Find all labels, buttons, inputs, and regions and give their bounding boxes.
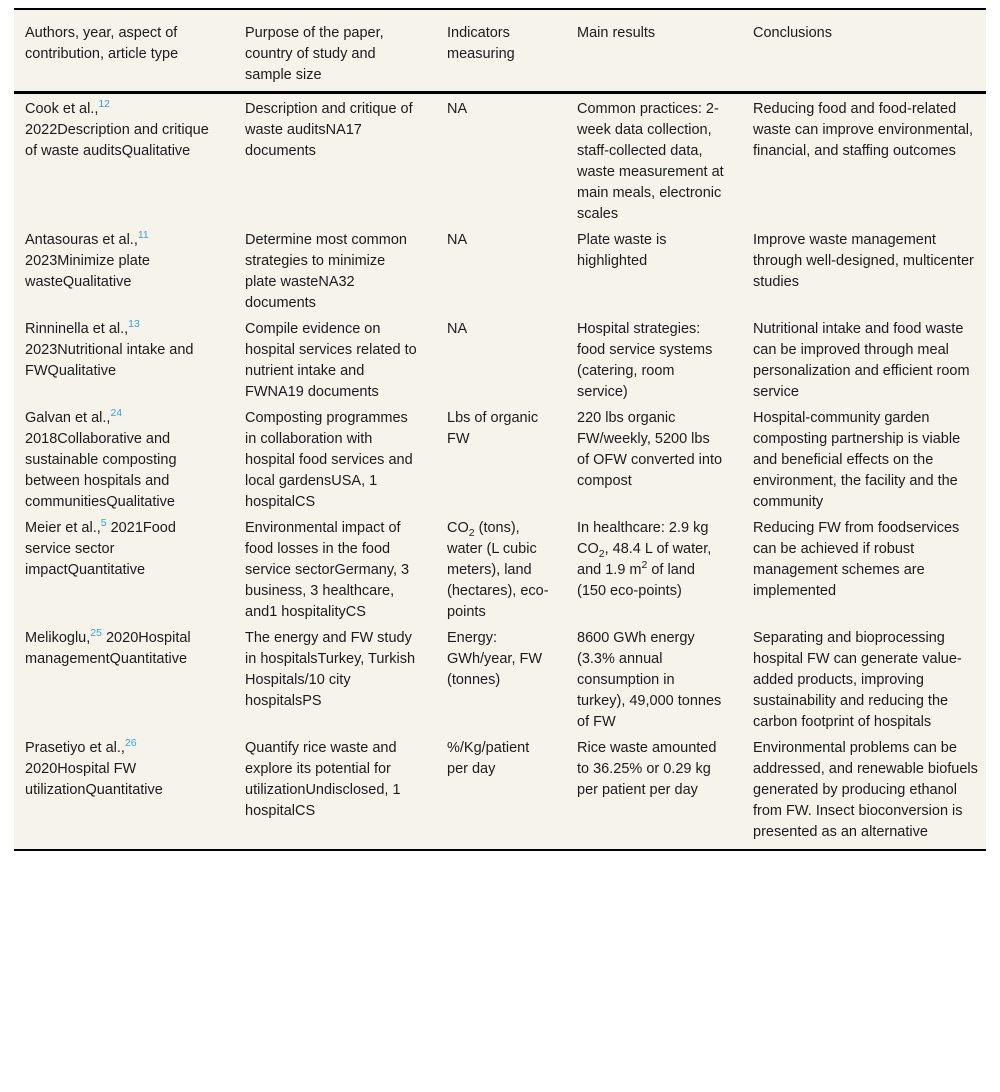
cell-authors: Rinninella et al.,13 2023Nutritional int…	[25, 318, 194, 379]
cell-authors: Antasouras et al.,11 2023Minimize plate …	[25, 229, 150, 290]
cell-purpose: Composting programmes in collaboration w…	[245, 410, 413, 510]
cell-purpose: Description and critique of waste audits…	[245, 101, 413, 159]
cell-conclusions: Nutritional intake and food waste can be…	[753, 321, 970, 400]
column-header-conclusions: Conclusions	[753, 10, 986, 94]
paper-page: Authors, year, aspect of contribution, a…	[14, 8, 986, 851]
reference-link[interactable]: 26	[124, 737, 137, 750]
cell-indicators: NA	[447, 232, 468, 248]
cell-authors: Cook et al.,12 2022Description and criti…	[25, 98, 209, 159]
superscript-text: 2	[641, 559, 648, 572]
table-row: Meier et al.,5 2021Food service sector i…	[14, 516, 986, 626]
cell-authors: Prasetiyo et al.,26 2020Hospital FW util…	[25, 737, 163, 798]
reference-link[interactable]: 24	[110, 407, 123, 420]
cell-conclusions: Environmental problems can be addressed,…	[753, 740, 978, 840]
cell-main-results: 8600 GWh energy (3.3% annual consumption…	[577, 630, 722, 730]
column-header-authors: Authors, year, aspect of contribution, a…	[14, 10, 245, 94]
table-row: Rinninella et al.,13 2023Nutritional int…	[14, 317, 986, 406]
column-header-indicators: Indicators measuring	[447, 10, 577, 94]
table-row: Antasouras et al.,11 2023Minimize plate …	[14, 228, 986, 317]
cell-conclusions: Reducing FW from foodservices can be ach…	[753, 520, 960, 599]
cell-purpose: Compile evidence on hospital services re…	[245, 321, 417, 400]
cell-indicators: NA	[447, 101, 468, 117]
cell-authors: Melikoglu,25 2020Hospital managementQuan…	[25, 627, 191, 667]
cell-indicators: NA	[447, 321, 468, 337]
cell-purpose: Environmental impact of food losses in t…	[245, 520, 410, 620]
cell-purpose: The energy and FW study in hospitalsTurk…	[245, 630, 416, 709]
cell-main-results: Common practices: 2-week data collection…	[577, 101, 724, 222]
cell-authors: Galvan et al.,24 2018Collaborative and s…	[25, 407, 177, 510]
table-row: Prasetiyo et al.,26 2020Hospital FW util…	[14, 736, 986, 849]
cell-conclusions: Hospital-community garden composting par…	[753, 410, 961, 510]
literature-review-table: Authors, year, aspect of contribution, a…	[14, 8, 986, 851]
cell-indicators: Energy: GWh/year, FW (tonnes)	[447, 630, 543, 688]
header-row: Authors, year, aspect of contribution, a…	[14, 10, 986, 94]
cell-authors: Meier et al.,5 2021Food service sector i…	[25, 517, 176, 578]
cell-purpose: Quantify rice waste and explore its pote…	[245, 740, 401, 819]
cell-conclusions: Reducing food and food-related waste can…	[753, 101, 974, 159]
table-row: Melikoglu,25 2020Hospital managementQuan…	[14, 626, 986, 736]
cell-main-results: In healthcare: 2.9 kg CO2, 48.4 L of wat…	[577, 520, 712, 599]
cell-main-results: 220 lbs organic FW/weekly, 5200 lbs of O…	[577, 410, 723, 489]
subscript-text: 2	[598, 547, 605, 560]
cell-conclusions: Improve waste management through well-de…	[753, 232, 974, 290]
cell-indicators: %/Kg/patient per day	[447, 740, 530, 777]
table-body: Cook et al.,12 2022Description and criti…	[14, 94, 986, 849]
subscript-text: 2	[468, 526, 475, 539]
reference-link[interactable]: 25	[90, 627, 102, 640]
reference-link[interactable]: 5	[100, 517, 107, 530]
cell-main-results: Rice waste amounted to 36.25% or 0.29 kg…	[577, 740, 717, 798]
cell-conclusions: Separating and bioprocessing hospital FW…	[753, 630, 962, 730]
cell-purpose: Determine most common strategies to mini…	[245, 232, 407, 311]
cell-indicators: Lbs of organic FW	[447, 410, 539, 447]
column-header-purpose: Purpose of the paper, country of study a…	[245, 10, 447, 94]
cell-main-results: Hospital strategies: food service system…	[577, 321, 713, 400]
reference-link[interactable]: 11	[137, 229, 149, 242]
table-row: Cook et al.,12 2022Description and criti…	[14, 94, 986, 228]
cell-indicators: CO2 (tons), water (L cubic meters), land…	[447, 520, 549, 620]
reference-link[interactable]: 12	[98, 98, 111, 111]
column-header-main-results: Main results	[577, 10, 753, 94]
table-header: Authors, year, aspect of contribution, a…	[14, 10, 986, 94]
table-row: Galvan et al.,24 2018Collaborative and s…	[14, 406, 986, 516]
cell-main-results: Plate waste is highlighted	[577, 232, 667, 269]
reference-link[interactable]: 13	[128, 318, 140, 331]
